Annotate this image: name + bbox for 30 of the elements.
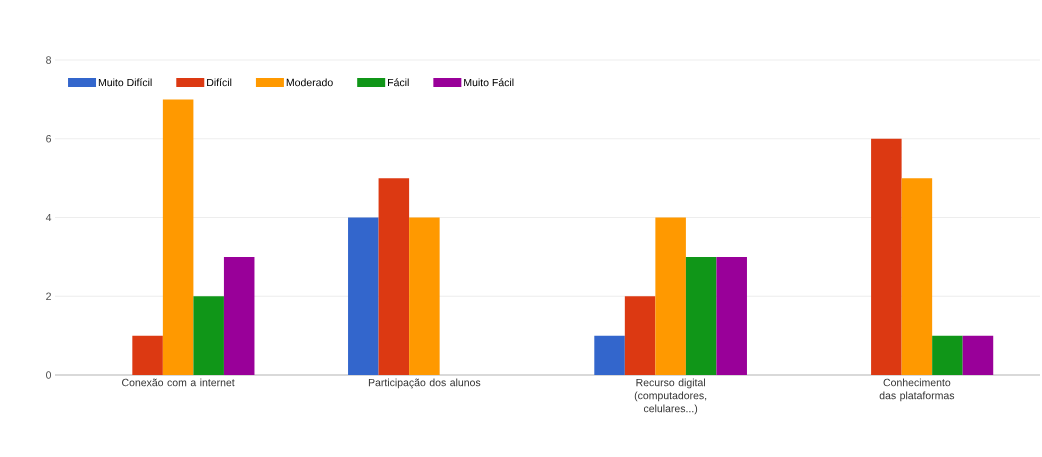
bar bbox=[378, 178, 410, 375]
legend-label: Difícil bbox=[207, 78, 232, 87]
y-tick-label: 6 bbox=[46, 135, 52, 143]
bar bbox=[716, 256, 747, 375]
x-tick-label: Conhecimento das plataformas bbox=[879, 378, 955, 402]
bar bbox=[932, 335, 963, 375]
bar bbox=[962, 335, 994, 375]
bar bbox=[348, 217, 379, 375]
bar bbox=[871, 138, 902, 375]
x-tick-label: Conexão com a internet bbox=[122, 378, 235, 387]
bar bbox=[685, 256, 717, 375]
y-tick-label: 0 bbox=[46, 371, 52, 379]
bar bbox=[655, 217, 686, 375]
bar bbox=[223, 256, 255, 375]
legend-label: Muito Fácil bbox=[464, 78, 514, 87]
bar bbox=[409, 217, 440, 375]
bar bbox=[901, 178, 933, 375]
bar bbox=[624, 296, 656, 375]
x-tick-label: Recurso digital (computadores, celulares...) bbox=[634, 378, 707, 415]
legend-label: Muito Difícil bbox=[98, 78, 152, 87]
bar bbox=[594, 335, 625, 375]
legend-label: Moderado bbox=[286, 78, 333, 87]
legend-label: Fácil bbox=[388, 78, 409, 87]
bar bbox=[193, 296, 224, 375]
y-tick-label: 4 bbox=[45, 213, 52, 222]
bar bbox=[162, 99, 194, 375]
y-tick-label: 8 bbox=[46, 56, 52, 64]
bar bbox=[132, 335, 163, 375]
y-tick-label: 2 bbox=[46, 292, 51, 300]
x-tick-label: Participação dos alunos bbox=[368, 378, 481, 389]
